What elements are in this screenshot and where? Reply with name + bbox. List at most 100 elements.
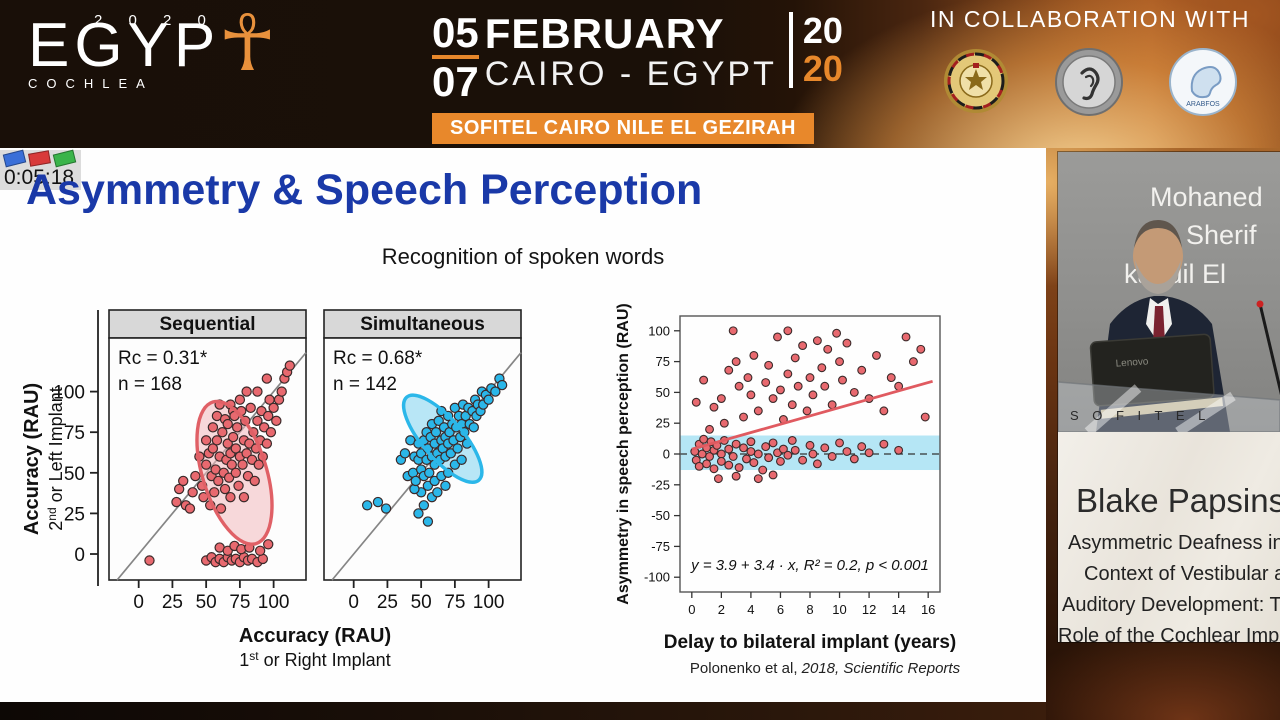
data-point	[787, 435, 797, 445]
data-point	[805, 440, 815, 450]
data-point	[783, 369, 793, 379]
data-point	[817, 363, 827, 373]
data-point	[200, 459, 212, 470]
data-point	[901, 332, 911, 342]
data-point	[263, 539, 274, 550]
data-point	[746, 437, 756, 447]
data-point	[827, 452, 837, 461]
data-point	[468, 422, 479, 433]
data-point	[249, 475, 260, 487]
data-point	[728, 452, 738, 461]
data-point	[764, 453, 774, 463]
x-tick-label: 8	[806, 602, 813, 617]
y-tick-label: 25	[656, 416, 670, 431]
data-point	[694, 461, 704, 471]
bottom-strip	[0, 702, 1046, 720]
data-point	[490, 386, 501, 397]
data-point	[749, 458, 759, 468]
data-point	[753, 449, 763, 459]
military-college-medal-icon	[944, 49, 1008, 113]
data-point	[761, 378, 771, 387]
y-tick-label: 0	[74, 545, 85, 566]
data-point	[372, 496, 384, 508]
data-point	[849, 454, 859, 464]
regression-line	[691, 379, 933, 451]
red-flag-icon	[28, 150, 51, 167]
ear-society-medal-icon	[1055, 48, 1123, 116]
x-tick-label: 2	[718, 602, 725, 617]
data-point	[227, 431, 239, 443]
laptop-brand: Lenovo	[1115, 356, 1149, 369]
data-point	[879, 439, 889, 449]
x-tick-label: 6	[777, 602, 784, 617]
data-point	[739, 412, 748, 422]
data-point	[724, 444, 734, 454]
scatter-figure-sequential-simultaneous: 0 25 50 75 100 Sequential Rc = 0.31* n = 168 0 25…	[21, 309, 522, 670]
data-point	[187, 487, 198, 498]
data-point	[361, 500, 373, 511]
data-point	[716, 449, 726, 459]
presentation-slide: 0:05:18 Asymmetry & Speech Perception Re…	[0, 148, 1046, 702]
speaker-scene: Mohaned Sherif kandil El	[1058, 152, 1280, 432]
data-point	[812, 459, 822, 469]
data-point	[746, 390, 756, 400]
panel-title: Sequential	[159, 314, 255, 335]
x-tick-label: 100	[258, 592, 290, 613]
data-point	[456, 454, 467, 466]
data-point	[413, 508, 424, 519]
y-axis-subtitle: 2nd or Left Implant	[45, 387, 66, 530]
data-point	[699, 434, 709, 444]
data-point	[211, 435, 223, 446]
data-point	[207, 422, 219, 433]
data-point	[886, 373, 896, 383]
data-point	[234, 394, 246, 405]
data-point	[734, 381, 744, 391]
data-point	[424, 467, 435, 479]
data-point	[842, 338, 852, 348]
x-tick-label: 0	[688, 602, 695, 617]
y-axis-title: Asymmetry in speech perception (RAU)	[615, 303, 632, 604]
data-point	[916, 344, 926, 354]
data-point	[702, 459, 712, 469]
data-point	[207, 443, 219, 454]
panel-stat: n = 142	[333, 374, 397, 395]
data-point	[749, 350, 759, 360]
data-point	[842, 447, 852, 456]
data-point	[742, 454, 751, 464]
data-point	[787, 400, 797, 410]
data-point	[452, 443, 463, 454]
logo-cochlea: COCHLEA	[28, 75, 154, 91]
data-point	[857, 442, 867, 452]
data-point	[832, 328, 842, 338]
x-tick-label: 16	[921, 602, 935, 617]
date-to: 07	[432, 58, 479, 105]
data-point	[857, 365, 867, 375]
data-point	[226, 459, 237, 470]
speaker-name: Blake Papsins	[1076, 482, 1280, 519]
data-point	[758, 465, 768, 475]
y-tick-label: 75	[656, 354, 670, 369]
data-point	[380, 503, 392, 514]
microphone-icon	[1258, 303, 1280, 396]
data-point	[699, 375, 709, 385]
x-axis-title: Accuracy (RAU)	[239, 625, 391, 647]
regression-equation: y = 3.9 + 3.4 · x, R² = 0.2, p < 0.001	[690, 557, 929, 574]
data-point	[213, 475, 224, 487]
data-point	[225, 491, 236, 503]
y-axis-title: Accuracy (RAU)	[21, 383, 43, 535]
data-point	[849, 387, 859, 397]
y-tick-label: 25	[64, 504, 85, 525]
x-axis-title: Delay to bilateral implant (years)	[664, 632, 957, 653]
podium	[1058, 381, 1280, 432]
data-point	[743, 373, 753, 383]
data-point	[746, 447, 756, 456]
data-point	[713, 474, 723, 484]
data-point	[808, 449, 818, 459]
data-point	[241, 386, 252, 397]
date-city: CAIRO - EGYPT	[484, 55, 777, 94]
y-tick-label: 50	[656, 385, 670, 400]
data-point	[171, 496, 182, 508]
podium-text: S O F I T E L	[1070, 408, 1210, 423]
data-point	[731, 439, 741, 449]
